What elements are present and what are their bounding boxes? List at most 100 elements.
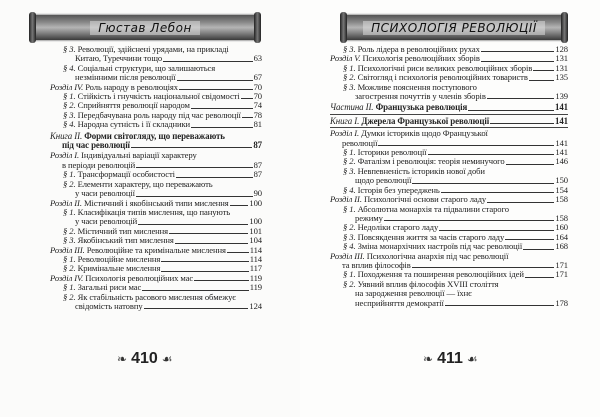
toc-entry-line: Китаю, Туреччини тощо 63 bbox=[63, 53, 263, 64]
dot-leader bbox=[427, 154, 555, 156]
toc-entry-section[interactable]: § 4. Зміна монархічних настроїв під час … bbox=[330, 241, 568, 251]
toc-entry-chapter[interactable]: Розділ I. Індивідуальні варіації характе… bbox=[50, 151, 262, 170]
toc-entry-part[interactable]: Частина II. Французька революція 141 bbox=[330, 103, 568, 115]
toc-entry-text: § 4. Історія без упереджень bbox=[343, 184, 440, 195]
toc-page-number: 63 bbox=[253, 53, 263, 64]
toc-entry-section[interactable]: § 3. Повсякдення життя за часів старого … bbox=[330, 232, 568, 242]
toc-entry-label: Книга II. bbox=[50, 130, 83, 141]
toc-entry-chapter[interactable]: Розділ IV. Роль народу в революціях 70 bbox=[50, 81, 262, 92]
toc-entry-section[interactable]: § 1. Класифікація типів мислення, що пан… bbox=[50, 206, 262, 227]
toc-entry-section[interactable]: § 2. Сприйняття революції народом 74 bbox=[50, 100, 263, 111]
toc-entry-line: § 4. Зміна монархічних настроїв під час … bbox=[343, 241, 568, 251]
toc-entry-title: незмінними після революції bbox=[75, 72, 176, 83]
toc-entry-text: § 2. Недоліки старого ладу bbox=[343, 223, 438, 232]
toc-entry-text: режиму bbox=[355, 213, 383, 223]
toc-entry-section[interactable]: § 2. Уявний вплив філософів XVIII століт… bbox=[330, 279, 568, 308]
toc-entry-text: Розділ II. Психологічні основи старого л… bbox=[330, 194, 486, 204]
toc-entry-section[interactable]: § 3. Невпевненість істориків нової доби щ… bbox=[330, 166, 568, 186]
toc-page-number: 158 bbox=[555, 194, 568, 205]
toc-entry-section[interactable]: § 1. Походження та поширення революційни… bbox=[330, 269, 568, 279]
toc-entry-section[interactable]: § 3. Революції, здійснені урядами, на пр… bbox=[50, 44, 263, 64]
toc-entry-section[interactable]: § 4. Соціальні структури, що залишаються… bbox=[50, 63, 262, 83]
dot-leader bbox=[486, 98, 555, 100]
page-number: ❧ 411 ☙ bbox=[423, 350, 478, 368]
toc-entry-chapter[interactable]: Розділ II. Містичний і якобінський типи … bbox=[50, 197, 262, 208]
toc-entry-title: Психологічні риси великих революційних з… bbox=[357, 62, 533, 73]
toc-entry-text: Розділ III. Революційне та кримінальне м… bbox=[50, 244, 226, 255]
toc-entry-line: Частина II. Французька революція 141 bbox=[330, 103, 568, 113]
toc-entry-text: § 3. Повсякдення життя за часів старого … bbox=[343, 232, 504, 242]
toc-entry-chapter[interactable]: Розділ III. Революційне та кримінальне м… bbox=[50, 244, 262, 255]
toc-entry-title: Психологія революційних мас bbox=[85, 272, 194, 283]
toc-page-number: 160 bbox=[555, 222, 568, 233]
toc-entry-section[interactable]: § 1. Психологічні риси великих революцій… bbox=[330, 62, 568, 73]
toc-entry-label: § 2. bbox=[63, 225, 76, 236]
toc-entry-title: Класифікація типів мислення, що панують bbox=[77, 206, 231, 217]
toc-entry-book[interactable]: Книга II. Форми світогляду, що переважаю… bbox=[50, 130, 262, 151]
toc-entry-title: Народна сутність і її складники bbox=[77, 119, 191, 130]
toc-entry-label: § 2. bbox=[63, 100, 76, 111]
toc-entry-section[interactable]: § 4. Народна сутність і її складники 81 bbox=[50, 119, 262, 130]
toc-entry-section[interactable]: § 1. Трансформації особистості 87 bbox=[50, 169, 262, 180]
toc-entry-label: Розділ II. bbox=[50, 197, 82, 208]
toc-page-number: 150 bbox=[555, 175, 568, 186]
toc-entry-line: Розділ V. Психологія революційних зборів… bbox=[330, 53, 568, 63]
toc-entry-section[interactable]: § 2. Як стабільність расового мислення о… bbox=[50, 292, 262, 312]
toc-entry-chapter[interactable]: Розділ III. Психологічна анархія під час… bbox=[330, 251, 568, 271]
toc-entry-section[interactable]: § 1. Стійкість і гнучкість національної … bbox=[50, 91, 262, 101]
toc-entry-line: Розділ IV. Психологія революційних мас 11… bbox=[50, 272, 262, 283]
toc-page-number: 74 bbox=[253, 100, 263, 111]
toc-entry-section[interactable]: § 2. Недоліки старого ладу 160 bbox=[330, 222, 568, 233]
toc-entry-label: Розділ III. bbox=[50, 244, 85, 255]
toc-page-number: 101 bbox=[249, 225, 262, 236]
toc-entry-section[interactable]: § 3. Якобінський тип мислення 104 bbox=[50, 235, 262, 245]
toc-entry-label: § 1. bbox=[63, 206, 76, 217]
toc-entry-text: § 2. Як стабільність расового мислення о… bbox=[63, 292, 236, 302]
toc-entry-label: Розділ IV. bbox=[50, 81, 84, 92]
toc-entry-section[interactable]: § 4. Історія без упереджень 154 bbox=[330, 184, 568, 195]
toc-entry-title: у часи революції bbox=[75, 188, 135, 199]
dot-leader bbox=[143, 308, 249, 310]
toc-entry-line: Розділ IV. Роль народу в революціях 70 bbox=[50, 81, 262, 92]
ornament-left-icon: ❧ bbox=[423, 352, 434, 366]
toc-entry-title: Історія без упереджень bbox=[357, 184, 440, 195]
toc-entry-line: § 2. Уявний вплив філософів XVIII століт… bbox=[343, 279, 568, 289]
toc-entry-section[interactable]: § 3. Роль лідера в революційних рухах 128 bbox=[330, 44, 568, 54]
toc-entry-label: § 2. bbox=[343, 222, 356, 233]
dot-leader bbox=[468, 109, 554, 111]
toc-entry-text: § 3. Якобінський тип мислення bbox=[63, 235, 174, 245]
toc-entry-section[interactable]: § 1. Історики революції 141 bbox=[330, 147, 568, 157]
toc-entry-line: § 2. Кримінальне мислення 117 bbox=[63, 263, 262, 273]
toc-entry-text: § 1. Революційне мислення bbox=[63, 254, 160, 264]
toc-entry-text: щодо революції bbox=[355, 176, 412, 185]
toc-entry-section[interactable]: § 3. Можливе пояснення поступового загост… bbox=[330, 82, 568, 102]
toc-entry-line: Розділ II. Психологічні основи старого л… bbox=[330, 194, 568, 205]
toc-entry-chapter[interactable]: Розділ I. Думки істориків щодо Французьк… bbox=[330, 129, 568, 148]
toc-entry-section[interactable]: § 2. Фаталізм і революція: теорія немину… bbox=[330, 156, 568, 167]
toc-entry-title: у часи революцій bbox=[75, 216, 138, 227]
toc-entry-chapter[interactable]: Розділ IV. Психологія революційних мас 11… bbox=[50, 272, 262, 283]
toc-entry-section[interactable]: § 3. Передбачувана роль народу під час р… bbox=[50, 110, 262, 120]
toc-entry-text: § 2. Світогляд і психологія революційних… bbox=[343, 73, 528, 82]
toc-entry-section[interactable]: § 2. Містичний тип мислення 101 bbox=[50, 225, 262, 236]
toc-entry-label: § 1. bbox=[63, 169, 76, 180]
toc-entry-section[interactable]: § 1. Революційне мислення 114 bbox=[50, 254, 262, 264]
toc-entry-section[interactable]: § 1. Загальні риси мас 119 bbox=[50, 282, 262, 292]
toc-entry-line: § 2. Містичний тип мислення 101 bbox=[63, 225, 262, 236]
toc-entry-title: революції bbox=[342, 137, 378, 148]
toc-entry-chapter[interactable]: Розділ II. Психологічні основи старого л… bbox=[330, 194, 568, 205]
toc-entry-section[interactable]: § 2. Елементи характеру, що переважають у… bbox=[50, 179, 262, 199]
toc-entry-chapter[interactable]: Розділ V. Психологія революційних зборів… bbox=[330, 53, 568, 63]
toc-entry-text: § 3. Невпевненість істориків нової доби bbox=[343, 166, 485, 176]
toc-entry-text: Розділ V. Психологія революційних зборів bbox=[330, 54, 480, 63]
toc-entry-text: § 2. Уявний вплив філософів XVIII століт… bbox=[343, 279, 499, 289]
toc-entry-title: Уявний вплив філософів XVIII століття bbox=[357, 278, 499, 289]
toc-entry-title: Психологія революційних зборів bbox=[362, 53, 480, 64]
toc-entry-section[interactable]: § 2. Світогляд і психологія революційних… bbox=[330, 72, 568, 82]
toc-entry-section[interactable]: § 2. Кримінальне мислення 117 bbox=[50, 263, 262, 273]
dot-leader bbox=[175, 176, 253, 178]
toc-page-number: 146 bbox=[555, 156, 568, 167]
toc-entry-book[interactable]: Книга I. Джерела Французької революції 14… bbox=[330, 116, 568, 129]
toc-entry-section[interactable]: § 1. Абсолютна монархія та підвалини ста… bbox=[330, 204, 568, 224]
dot-leader bbox=[444, 304, 555, 306]
